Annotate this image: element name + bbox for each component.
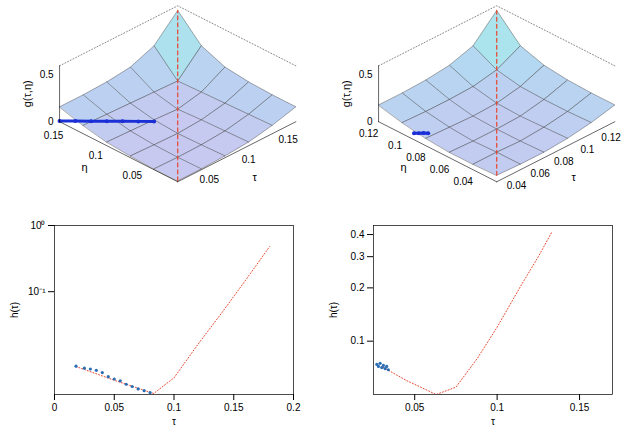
svg-text:0.05: 0.05 [405, 402, 425, 413]
svg-text:0.15: 0.15 [278, 134, 298, 145]
svg-text:0.1: 0.1 [490, 402, 504, 413]
svg-text:0.12: 0.12 [601, 132, 621, 143]
svg-text:0.2: 0.2 [287, 402, 301, 413]
svg-text:0.05: 0.05 [200, 174, 220, 185]
svg-text:h(τ): h(τ) [328, 302, 339, 318]
svg-text:0.05: 0.05 [123, 170, 143, 181]
svg-text:0.12: 0.12 [359, 128, 379, 139]
svg-text:0.06: 0.06 [530, 168, 550, 179]
svg-text:0.08: 0.08 [554, 156, 574, 167]
svg-text:0.3: 0.3 [351, 251, 365, 262]
svg-text:τ: τ [491, 416, 495, 427]
svg-text:0: 0 [367, 116, 373, 127]
svg-text:10⁻¹: 10⁻¹ [28, 286, 46, 297]
svg-text:0: 0 [52, 402, 58, 413]
svg-text:0.15: 0.15 [44, 130, 64, 141]
svg-text:0.4: 0.4 [351, 229, 365, 240]
svg-text:η: η [401, 161, 407, 173]
svg-text:h(τ): h(τ) [9, 302, 20, 318]
svg-text:0.1: 0.1 [89, 150, 103, 161]
svg-text:η: η [82, 161, 88, 173]
svg-text:τ: τ [253, 171, 258, 183]
svg-text:g(τ,η): g(τ,η) [21, 80, 33, 107]
svg-text:0.2: 0.2 [351, 282, 365, 293]
svg-text:0.04: 0.04 [453, 176, 473, 187]
svg-text:0.05: 0.05 [105, 402, 125, 413]
svg-text:0.08: 0.08 [406, 152, 426, 163]
svg-text:0.1: 0.1 [351, 335, 365, 346]
svg-text:0.06: 0.06 [430, 164, 450, 175]
svg-text:τ: τ [172, 416, 176, 427]
svg-text:0.5: 0.5 [40, 69, 54, 80]
svg-text:0.5: 0.5 [359, 69, 373, 80]
svg-text:0.1: 0.1 [580, 144, 594, 155]
svg-text:0: 0 [48, 116, 54, 127]
svg-text:0.15: 0.15 [224, 402, 244, 413]
svg-text:0.1: 0.1 [388, 140, 402, 151]
svg-text:0.04: 0.04 [507, 180, 527, 191]
svg-text:τ: τ [572, 171, 577, 183]
svg-text:0.15: 0.15 [570, 402, 590, 413]
svg-text:0.1: 0.1 [242, 154, 256, 165]
svg-text:0.1: 0.1 [167, 402, 181, 413]
svg-text:g(τ,η): g(τ,η) [340, 80, 352, 107]
svg-text:10⁰: 10⁰ [30, 220, 45, 231]
